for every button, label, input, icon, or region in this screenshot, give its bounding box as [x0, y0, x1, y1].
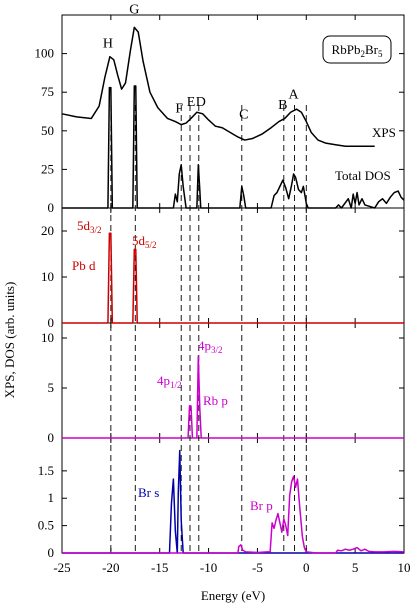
formula-base: RbPb [332, 42, 361, 57]
pb-level-5d32: 5d3/2 [77, 218, 102, 235]
formula-box: RbPb2Br5 [322, 35, 392, 64]
peak-label-D: D [196, 95, 206, 110]
series-line-total-dos [62, 85, 405, 209]
x-tick-label: 5 [352, 560, 359, 575]
peak-label-B: B [278, 98, 287, 113]
formula-box-frame [322, 35, 392, 64]
y-tick-label: 10 [41, 330, 54, 345]
peak-label-C: C [239, 107, 248, 122]
peak-label-F: F [175, 101, 183, 116]
x-axis-title: Energy (eV) [201, 588, 265, 603]
series-line-pb-d [62, 232, 404, 324]
xps-series-label: XPS [372, 125, 396, 140]
y-axis-title: XPS, DOS (arb. units) [2, 282, 17, 399]
panel-frame-rb_p [61, 322, 405, 439]
y-tick-label: 0 [48, 545, 55, 560]
pb-d-series-label: Pb d [72, 258, 96, 273]
br-s-series-label: Br s [138, 485, 159, 500]
y-tick-label: 20 [41, 223, 54, 238]
y-tick-label: 10 [41, 269, 54, 284]
annotation-layer: H G F E D C BA XPS Total DOS 5d3/2 5d5/2 Pb d 4p3/2 4… [72, 2, 396, 513]
formula-mid: Br [365, 42, 379, 57]
x-tick-label: -20 [102, 560, 119, 575]
series-line-br-s [62, 449, 404, 554]
series-line-br-p [62, 475, 405, 554]
panel-frame-pb_d [61, 207, 405, 324]
x-tick-label: -10 [200, 560, 217, 575]
y-tick-label: 25 [41, 161, 54, 176]
br-p-series-label: Br p [250, 498, 273, 513]
y-tick-label: 75 [41, 84, 54, 99]
peak-label-G: G [129, 2, 139, 17]
rb-level-4p32: 4p3/2 [198, 338, 223, 355]
pb-level-5d52: 5d5/2 [132, 233, 157, 250]
x-tick-label: 10 [398, 560, 411, 575]
peak-label-H: H [103, 36, 113, 51]
y-tick-label: 1 [48, 490, 55, 505]
rb-p-series-label: Rb p [203, 393, 228, 408]
x-tick-label: -15 [151, 560, 168, 575]
y-tick-label: 50 [41, 123, 54, 138]
series-layer [61, 26, 405, 554]
y-tick-label: 0 [48, 430, 55, 445]
panel-frame-br_s_p [61, 437, 405, 554]
total-dos-series-label: Total DOS [335, 168, 391, 183]
y-tick-label: 0.5 [38, 518, 54, 533]
peak-label-A: A [289, 87, 300, 102]
y-tick-label: 0 [48, 315, 55, 330]
x-tick-label: 0 [303, 560, 310, 575]
formula-sub1: 2 [360, 49, 365, 59]
rb-level-4p12: 4p1/2 [157, 373, 182, 390]
peak-label-E: E [187, 95, 196, 110]
x-tick-label: -5 [252, 560, 263, 575]
y-tick-label: 0 [48, 200, 55, 215]
x-tick-label: -25 [53, 560, 70, 575]
series-line-rb-p [62, 355, 404, 439]
y-tick-label: 5 [48, 380, 55, 395]
y-tick-label: 100 [35, 46, 55, 61]
series-line-xps [61, 26, 375, 147]
formula-label: RbPb2Br5 [332, 42, 383, 59]
y-tick-label: 1.5 [38, 463, 54, 478]
formula-sub2: 5 [378, 49, 383, 59]
